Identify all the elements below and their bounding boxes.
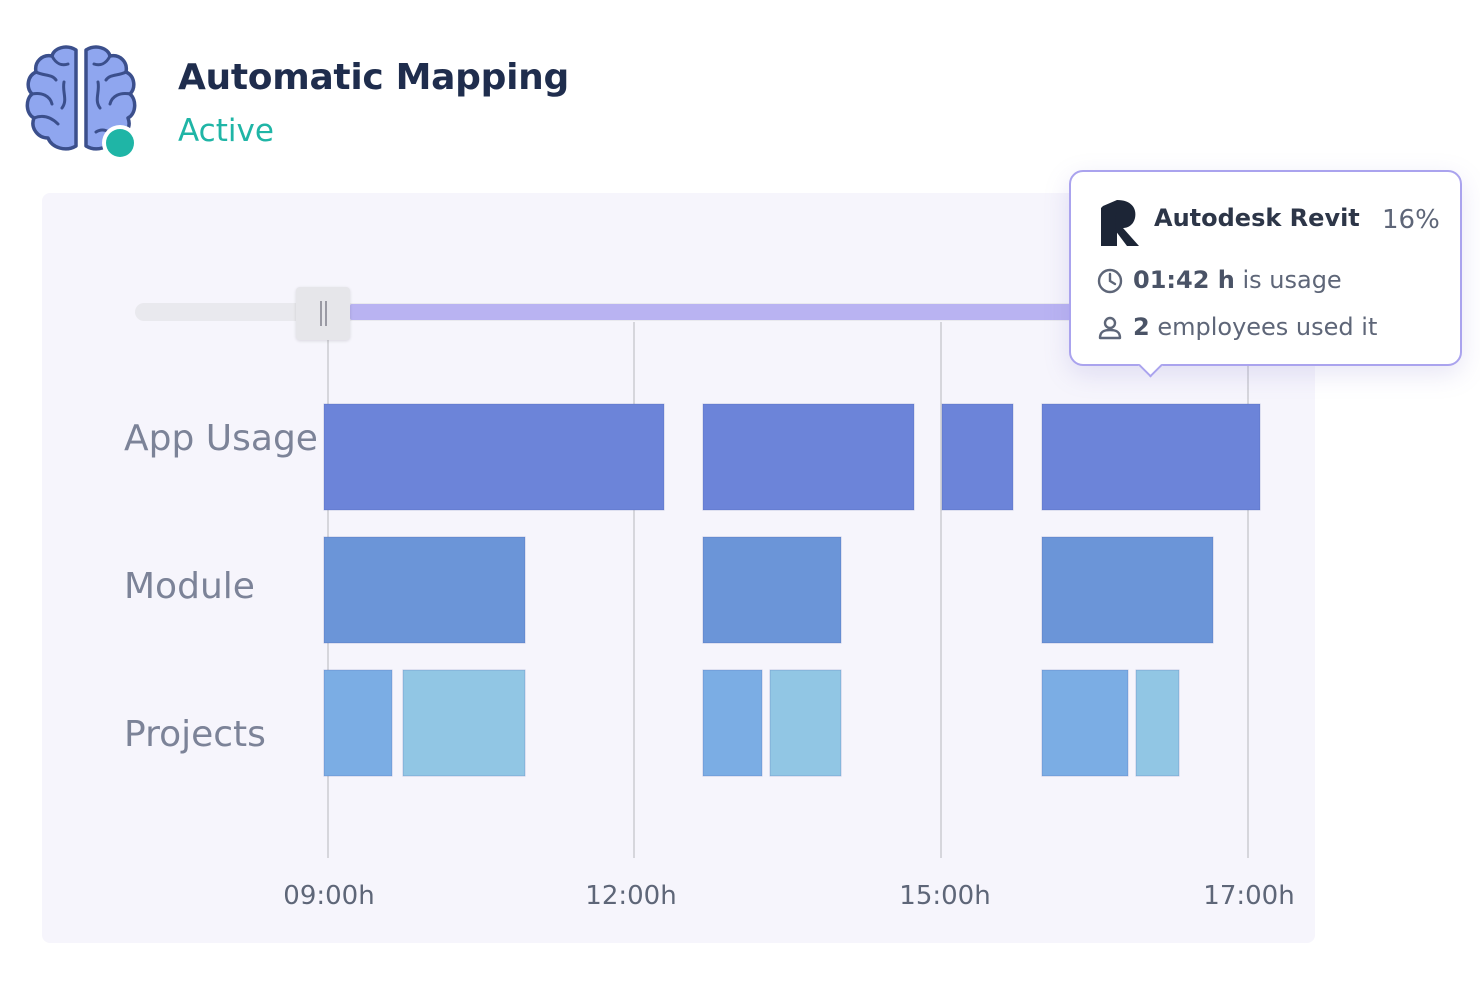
app-share-percent: 16%: [1382, 205, 1440, 235]
app-usage-bar[interactable]: [941, 403, 1014, 511]
range-slider-handle[interactable]: [296, 287, 350, 340]
tick-label: 17:00h: [1203, 881, 1295, 911]
range-slider-selection[interactable]: [350, 304, 1110, 320]
user-icon: [1098, 316, 1122, 340]
project-bar[interactable]: [1041, 669, 1129, 777]
usage-value: 01:42 h: [1133, 266, 1235, 294]
project-bar[interactable]: [323, 669, 393, 777]
tick-label: 15:00h: [899, 881, 991, 911]
brain-icon: [25, 45, 138, 161]
tick-label: 09:00h: [283, 881, 375, 911]
app-usage-bar[interactable]: [702, 403, 915, 511]
header: Automatic Mapping Active: [0, 0, 700, 180]
employees-value: 2: [1133, 313, 1150, 341]
row-label-projects: Projects: [124, 714, 266, 755]
module-bar[interactable]: [1041, 536, 1214, 644]
row-label-module: Module: [124, 566, 255, 607]
tick-label: 12:00h: [585, 881, 677, 911]
project-bar[interactable]: [702, 669, 763, 777]
app-usage-bar[interactable]: [1041, 403, 1261, 511]
clock-icon: [1097, 268, 1123, 294]
app-name: Autodesk Revit: [1154, 204, 1360, 232]
app-usage-bar[interactable]: [323, 403, 665, 511]
row-label-app-usage: App Usage: [124, 418, 318, 459]
usage-line: 01:42 h is usage: [1097, 266, 1437, 300]
module-bar[interactable]: [702, 536, 842, 644]
revit-logo-icon: [1101, 200, 1139, 246]
employees-line: 2 employees used it: [1097, 313, 1437, 347]
project-bar[interactable]: [769, 669, 842, 777]
page-title: Automatic Mapping: [178, 57, 569, 98]
grip-icon: [320, 301, 322, 326]
app-tooltip: Autodesk Revit 16% 01:42 h is usage 2 em…: [1069, 170, 1462, 366]
module-bar[interactable]: [323, 536, 526, 644]
status-label: Active: [178, 113, 274, 149]
project-bar[interactable]: [402, 669, 526, 777]
project-bar[interactable]: [1135, 669, 1180, 777]
employees-suffix: employees used it: [1149, 313, 1378, 341]
usage-suffix: is usage: [1234, 266, 1342, 294]
grip-icon: [325, 301, 327, 326]
